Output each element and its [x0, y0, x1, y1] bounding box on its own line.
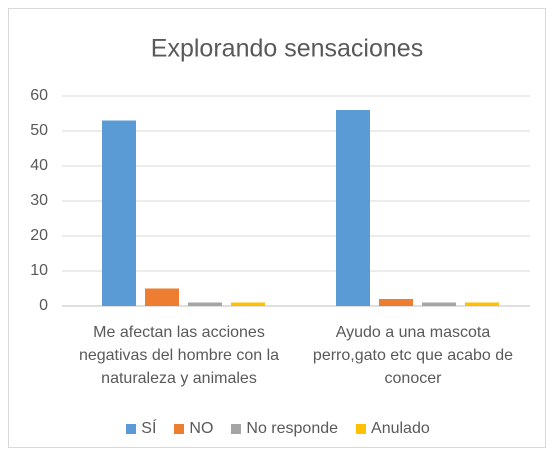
legend-swatch [174, 424, 185, 434]
bar [145, 288, 179, 306]
bar [188, 302, 222, 306]
y-tick-label: 30 [30, 192, 48, 209]
legend-label: SÍ [141, 420, 157, 437]
legend-item: No responde [231, 420, 338, 438]
bar [102, 120, 136, 306]
chart-frame [8, 8, 546, 448]
y-tick-label: 60 [30, 87, 48, 104]
y-tick-label: 40 [30, 157, 48, 174]
legend-item: NO [174, 420, 213, 438]
x-tick-label: Me afectan las acciones negativas del ho… [78, 324, 280, 387]
y-tick-label: 50 [30, 122, 48, 139]
legend-item: Anulado [356, 420, 430, 438]
bar [379, 299, 413, 306]
bar [465, 302, 499, 306]
legend-label: No responde [246, 420, 339, 437]
bar [231, 302, 265, 306]
legend-swatch [126, 424, 137, 434]
x-tick-label: Ayudo a una mascota perro,gato etc que a… [312, 324, 514, 387]
legend-swatch [356, 424, 367, 434]
bar [336, 110, 370, 306]
y-tick-label: 0 [39, 297, 48, 314]
y-tick-label: 20 [30, 227, 48, 244]
bar [422, 302, 456, 306]
y-tick-label: 10 [30, 262, 48, 279]
legend-label: NO [189, 420, 214, 437]
legend-label: Anulado [371, 420, 430, 437]
legend-item: SÍ [126, 420, 156, 438]
legend-swatch [231, 424, 242, 434]
chart-title: Explorando sensaciones [151, 35, 423, 63]
legend: SÍ NO No responde Anulado [0, 420, 556, 438]
